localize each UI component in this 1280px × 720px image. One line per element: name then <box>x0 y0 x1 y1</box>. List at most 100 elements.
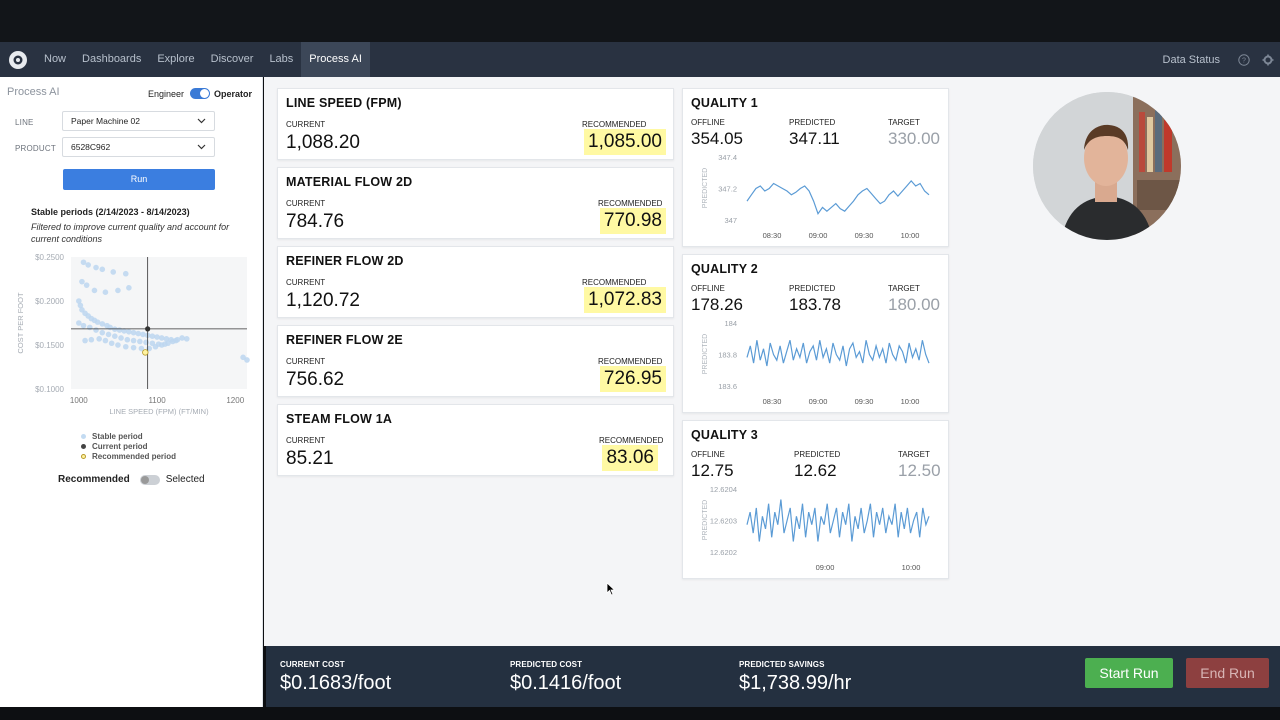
recommended-selected-toggle[interactable] <box>139 474 160 485</box>
flow-title: STEAM FLOW 1A <box>286 412 393 426</box>
x-tick-label: 1000 <box>70 396 88 405</box>
current-cost-label: CURRENT COST <box>280 660 345 669</box>
x-tick-label: 1200 <box>226 396 244 405</box>
predicted-cost-label: PREDICTED COST <box>510 660 583 669</box>
stable-period-point <box>240 354 246 361</box>
stable-period-point <box>99 321 106 327</box>
mode-toggle[interactable] <box>190 88 211 99</box>
x-tick-label: 08:30 <box>763 231 782 240</box>
chevron-down-icon <box>197 116 206 127</box>
quality-predicted-value: 347.11 <box>789 129 840 148</box>
stable-period-point <box>79 278 85 285</box>
scatter-legend: Stable period Current period Recommended… <box>81 431 176 461</box>
y-tick-label: $0.2500 <box>35 253 64 262</box>
legend-stable-label: Stable period <box>92 431 143 441</box>
process-ai-sidebar: Process AI Engineer Operator LINE Paper … <box>0 77 263 707</box>
end-run-button[interactable]: End Run <box>1186 658 1269 688</box>
stable-period-point <box>82 337 88 344</box>
flow-card: MATERIAL FLOW 2D CURRENT 784.76 RECOMMEN… <box>277 167 674 239</box>
flow-current-label: CURRENT <box>286 357 326 366</box>
current-period-point <box>145 326 151 332</box>
y-tick-label: $0.1000 <box>35 385 64 394</box>
quality-predicted-label: PREDICTED <box>789 118 836 127</box>
stable-period-point <box>115 287 121 294</box>
quality-1-chart: 347.4 347.2 347 PREDICTED 08:30 09:00 09:30 10:… <box>702 153 930 240</box>
flow-card: REFINER FLOW 2D CURRENT 1,120.72 RECOMME… <box>277 246 674 318</box>
flow-current-value: 1,088.20 <box>286 132 360 153</box>
stable-period-point <box>76 298 82 304</box>
settings-gear-icon[interactable] <box>1256 42 1280 77</box>
x-axis-label: LINE SPEED (FPM) (FT/MIN) <box>109 407 209 416</box>
chevron-down-icon <box>197 142 206 153</box>
app-logo-icon[interactable] <box>0 42 36 77</box>
flow-recommended-label: RECOMMENDED <box>598 357 663 366</box>
nav-process-ai[interactable]: Process AI <box>301 42 370 77</box>
stable-period-point <box>116 327 123 333</box>
stable-period-point <box>163 336 170 342</box>
stable-period-point <box>126 329 132 335</box>
quality-offline-value: 178.26 <box>691 295 743 314</box>
predicted-series-line <box>746 499 930 542</box>
stable-period-point <box>121 328 127 334</box>
flow-current-value: 1,120.72 <box>286 290 360 311</box>
svg-text:?: ? <box>1242 57 1246 64</box>
stable-period-point <box>244 357 250 363</box>
stable-period-point <box>112 333 118 339</box>
flow-current-value: 784.76 <box>286 211 345 232</box>
stable-period-point <box>88 336 95 343</box>
stable-period-point <box>105 331 112 338</box>
legend-stable: Stable period <box>81 431 176 441</box>
window-top-bar <box>0 0 1280 42</box>
stable-period-point <box>124 336 131 343</box>
stable-period-point <box>93 327 99 333</box>
quality-predicted-value: 183.78 <box>789 295 841 314</box>
nav-labs[interactable]: Labs <box>269 53 294 65</box>
y-tick-label: 183.6 <box>718 382 737 391</box>
run-button[interactable]: Run <box>63 169 215 190</box>
flow-recommended-value: 726.95 <box>599 366 666 392</box>
legend-recommended-label: Recommended period <box>92 451 177 461</box>
help-icon[interactable]: ? <box>1232 42 1256 77</box>
quality-3-chart: 12.6204 12.6203 12.6202 PREDICTED 09:00 10:00 <box>702 485 930 572</box>
nav-now[interactable]: Now <box>44 53 67 65</box>
line-select-value: Paper Machine 02 <box>71 116 140 126</box>
flow-recommended-label: RECOMMENDED <box>582 120 647 129</box>
stable-period-point <box>108 340 115 347</box>
stable-period-point <box>80 322 87 329</box>
start-run-button[interactable]: Start Run <box>1085 658 1173 688</box>
stable-period-point <box>130 344 137 351</box>
nav-discover[interactable]: Discover <box>210 53 254 65</box>
line-select[interactable]: Paper Machine 02 <box>62 111 215 131</box>
stable-period-point <box>99 266 106 273</box>
recommended-selected-switch[interactable]: Recommended Selected <box>58 474 205 485</box>
legend-current-label: Current period <box>92 441 148 451</box>
legend-recommended-swatch <box>81 453 86 459</box>
recommended-period-point <box>142 349 149 356</box>
stable-period-point <box>169 338 176 345</box>
sidebar-title: Process AI <box>7 86 60 98</box>
quality-offline-label: OFFLINE <box>691 284 725 293</box>
y-axis-label: COST PER FOOT <box>16 292 25 354</box>
product-select[interactable]: 6528C962 <box>62 137 215 157</box>
mode-switch[interactable]: Engineer Operator <box>148 88 252 99</box>
quality-offline-label: OFFLINE <box>691 118 725 127</box>
stable-period-point <box>140 331 146 338</box>
predicted-series-line <box>746 340 930 367</box>
quality-offline-label: OFFLINE <box>691 450 725 459</box>
flow-recommended-label: RECOMMENDED <box>582 278 647 287</box>
quality-predicted-value: 12.62 <box>794 461 837 480</box>
flow-recommended-label: RECOMMENDED <box>598 199 663 208</box>
nav-dashboards[interactable]: Dashboards <box>82 53 142 65</box>
nav-explore[interactable]: Explore <box>157 53 195 65</box>
quality-title: QUALITY 2 <box>691 262 758 276</box>
mode-operator-label: Operator <box>214 88 253 99</box>
stable-period-point <box>85 262 92 268</box>
data-status-link[interactable]: Data Status <box>1162 53 1220 66</box>
flow-current-value: 756.62 <box>286 369 345 390</box>
flow-current-label: CURRENT <box>286 120 326 129</box>
flow-recommended-label: RECOMMENDED <box>599 436 664 445</box>
y-tick-label: $0.1500 <box>35 341 64 350</box>
stable-period-point <box>118 335 124 341</box>
y-tick-label: 347.2 <box>718 185 737 194</box>
stable-period-point <box>83 282 90 288</box>
